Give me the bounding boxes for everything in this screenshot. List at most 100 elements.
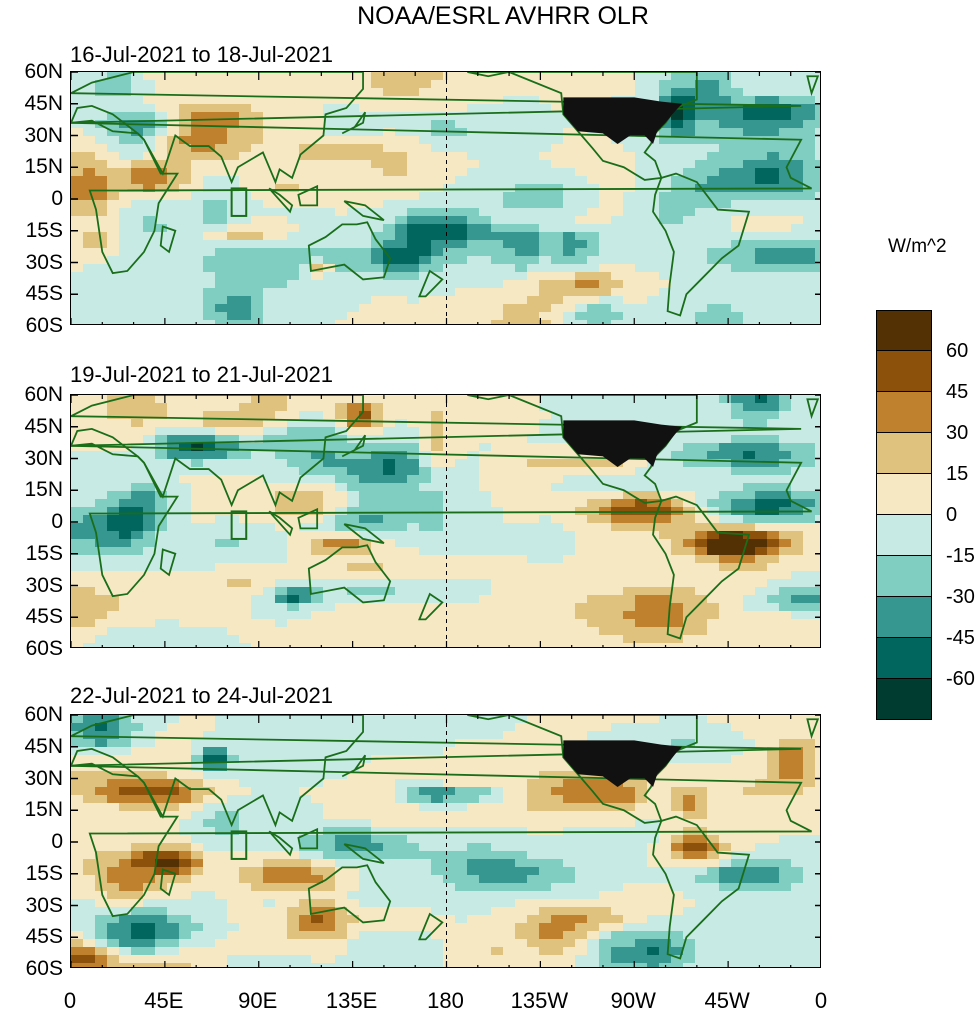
olr-cell xyxy=(263,232,276,241)
olr-cell xyxy=(323,619,336,628)
olr-cell xyxy=(551,563,564,572)
olr-cell xyxy=(431,256,444,265)
olr-cell xyxy=(371,747,384,756)
olr-cell xyxy=(359,507,372,516)
olr-cell xyxy=(431,296,444,305)
olr-cell xyxy=(251,304,264,313)
olr-cell xyxy=(311,763,324,772)
olr-cell xyxy=(767,611,780,620)
olr-cell xyxy=(659,208,672,217)
olr-cell xyxy=(371,88,384,97)
olr-cell xyxy=(347,272,360,281)
olr-cell xyxy=(263,72,276,81)
olr-cell xyxy=(707,459,720,468)
olr-cell xyxy=(695,523,708,532)
olr-cell xyxy=(263,739,276,748)
olr-cell xyxy=(563,168,576,177)
olr-cell xyxy=(431,216,444,225)
olr-cell xyxy=(311,451,324,460)
olr-cell xyxy=(311,563,324,572)
olr-cell xyxy=(143,208,156,217)
olr-cell xyxy=(659,467,672,476)
olr-cell xyxy=(551,459,564,468)
olr-cell xyxy=(563,571,576,580)
olr-cell xyxy=(467,467,480,476)
olr-cell xyxy=(335,587,348,596)
olr-cell xyxy=(431,176,444,185)
olr-cell xyxy=(431,403,444,412)
olr-cell xyxy=(743,288,756,297)
olr-cell xyxy=(779,467,792,476)
olr-cell xyxy=(179,515,192,524)
olr-cell xyxy=(755,475,768,484)
olr-cell xyxy=(323,208,336,217)
olr-cell xyxy=(455,491,468,500)
olr-cell xyxy=(563,771,576,780)
olr-cell xyxy=(515,763,528,772)
olr-cell xyxy=(479,304,492,313)
olr-cell xyxy=(683,547,696,556)
olr-cell xyxy=(323,248,336,257)
olr-cell xyxy=(719,595,732,604)
olr-cell xyxy=(707,411,720,420)
olr-cell xyxy=(347,795,360,804)
panel-3-field xyxy=(71,715,820,967)
olr-cell xyxy=(335,739,348,748)
olr-cell xyxy=(599,264,612,273)
olr-cell xyxy=(119,144,132,153)
olr-cell xyxy=(167,611,180,620)
olr-cell xyxy=(479,200,492,209)
olr-cell xyxy=(347,491,360,500)
olr-cell xyxy=(455,547,468,556)
olr-cell xyxy=(767,563,780,572)
olr-cell xyxy=(323,515,336,524)
olr-cell xyxy=(167,403,180,412)
olr-cell xyxy=(803,104,816,113)
olr-cell xyxy=(95,507,108,516)
olr-cell xyxy=(731,419,744,428)
olr-cell xyxy=(551,200,564,209)
olr-cell xyxy=(539,312,552,321)
olr-cell xyxy=(479,320,492,324)
olr-cell xyxy=(371,104,384,113)
olr-cell xyxy=(815,499,820,508)
olr-cell xyxy=(743,499,756,508)
olr-cell xyxy=(347,427,360,436)
olr-cell xyxy=(707,72,720,81)
olr-cell xyxy=(647,579,660,588)
olr-cell xyxy=(719,795,732,804)
olr-cell xyxy=(731,587,744,596)
olr-cell xyxy=(419,499,432,508)
olr-cell xyxy=(731,619,744,628)
olr-cell xyxy=(503,403,516,412)
olr-cell xyxy=(803,531,816,540)
olr-cell xyxy=(623,491,636,500)
olr-cell xyxy=(623,499,636,508)
olr-cell xyxy=(143,643,156,647)
olr-cell xyxy=(503,152,516,161)
olr-cell xyxy=(263,280,276,289)
olr-cell xyxy=(203,587,216,596)
olr-cell xyxy=(719,539,732,548)
olr-cell xyxy=(527,152,540,161)
olr-cell xyxy=(755,595,768,604)
olr-cell xyxy=(599,144,612,153)
olr-cell xyxy=(203,731,216,740)
olr-cell xyxy=(263,240,276,249)
olr-cell xyxy=(323,72,336,81)
olr-cell xyxy=(683,515,696,524)
olr-cell xyxy=(131,104,144,113)
olr-cell xyxy=(239,811,252,820)
olr-cell xyxy=(539,395,552,404)
olr-cell xyxy=(755,635,768,644)
olr-cell xyxy=(587,571,600,580)
olr-cell xyxy=(335,96,348,105)
olr-cell xyxy=(203,136,216,145)
olr-cell xyxy=(119,515,132,524)
olr-cell xyxy=(599,787,612,796)
olr-cell xyxy=(107,451,120,460)
olr-cell xyxy=(611,403,624,412)
olr-cell xyxy=(743,248,756,257)
olr-cell xyxy=(239,256,252,265)
olr-cell xyxy=(71,248,84,257)
